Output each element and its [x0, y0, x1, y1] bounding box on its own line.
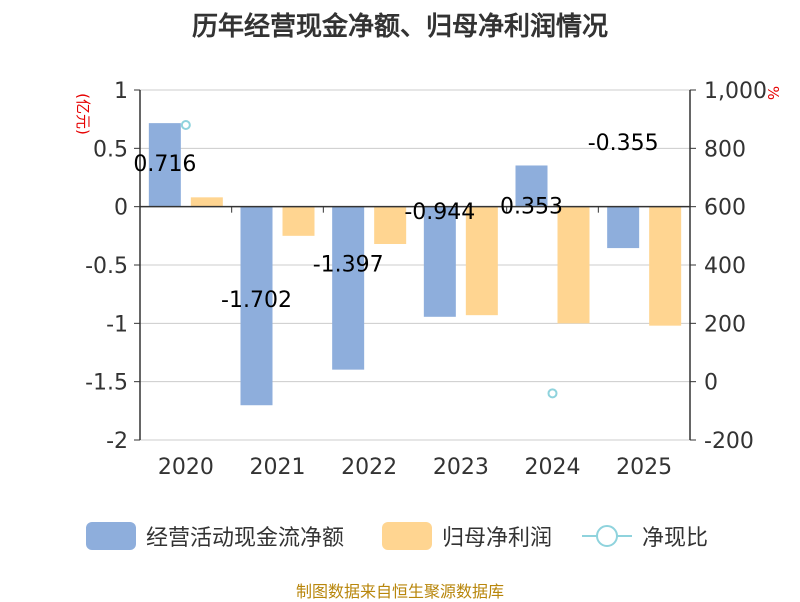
left-axis-unit: (亿元) [74, 93, 92, 135]
legend-label-ratio: 净现比 [642, 526, 709, 551]
bar-cash-flow [332, 206, 365, 370]
chart-plot: 1 0.5 0 -0.5 -1 -1.5 -2 1,000 800 600 400 200 0 -200 2… [74, 79, 782, 480]
left-tick-label: 0 [114, 196, 128, 221]
bar-cash-flow [423, 206, 456, 317]
bar-cash-flow [515, 165, 548, 207]
data-source-note: 制图数据来自恒生聚源数据库 [295, 582, 504, 601]
data-label-cash-flow: -0.944 [404, 200, 475, 225]
bar-cash-flow [607, 206, 640, 249]
legend-swatch-net-profit [382, 522, 432, 550]
ratio-points [180, 120, 558, 399]
left-tick-label: -1.5 [85, 371, 128, 396]
left-tick-label: -0.5 [85, 254, 128, 279]
data-label-cash-flow: -0.355 [588, 131, 659, 156]
legend-label-cash-flow: 经营活动现金流净额 [146, 526, 345, 551]
bar-net-profit [649, 206, 682, 326]
x-tick-label: 2021 [250, 455, 306, 480]
data-labels: 0.716 -1.702 -1.397 -0.944 0.353 -0.355 [133, 131, 658, 313]
legend-swatch-cash-flow [86, 522, 136, 550]
legend-item-cash-flow[interactable]: 经营活动现金流净额 [86, 518, 344, 554]
x-tick-label: 2022 [341, 455, 397, 480]
right-tick-label: 1,000 [704, 79, 767, 104]
right-tick-label: 400 [704, 254, 746, 279]
x-tick-label: 2024 [525, 455, 581, 480]
left-tick-label: -2 [106, 429, 128, 454]
bar-group [148, 123, 682, 406]
axes: 1 0.5 0 -0.5 -1 -1.5 -2 1,000 800 600 400 200 0 -200 2… [85, 79, 767, 480]
legend: 经营活动现金流净额 归母净利润 净现比 [0, 518, 800, 554]
right-tick-label: 800 [704, 137, 746, 162]
legend-marker-ratio [582, 522, 632, 550]
bar-net-profit [374, 206, 407, 244]
legend-item-net-profit[interactable]: 归母净利润 [382, 518, 552, 554]
left-tick-label: -1 [106, 312, 128, 337]
left-tick-label: 1 [114, 79, 128, 104]
bar-net-profit [282, 206, 315, 236]
x-tick-label: 2023 [433, 455, 489, 480]
right-tick-label: -200 [704, 429, 754, 454]
left-tick-label: 0.5 [93, 137, 128, 162]
x-tick-label: 2020 [158, 455, 214, 480]
point-ratio [180, 120, 191, 130]
data-label-cash-flow: -1.702 [221, 288, 292, 313]
data-label-cash-flow: 0.353 [500, 194, 563, 219]
data-label-cash-flow: 0.716 [133, 152, 196, 177]
data-label-cash-flow: -1.397 [313, 253, 384, 278]
bar-cash-flow [240, 206, 273, 406]
legend-item-ratio[interactable]: 净现比 [582, 518, 708, 554]
right-tick-label: 200 [704, 312, 746, 337]
right-axis-unit: % [764, 86, 782, 100]
bar-cash-flow [148, 123, 181, 207]
x-tick-label: 2025 [616, 455, 672, 480]
right-tick-label: 600 [704, 196, 746, 221]
right-tick-label: 0 [704, 371, 718, 396]
legend-label-net-profit: 归母净利润 [442, 526, 553, 551]
bar-net-profit [465, 206, 498, 316]
bar-net-profit [557, 206, 590, 324]
point-ratio [547, 388, 558, 399]
chart-title: 历年经营现金净额、归母净利润情况 [191, 12, 608, 42]
bar-net-profit [190, 197, 223, 207]
